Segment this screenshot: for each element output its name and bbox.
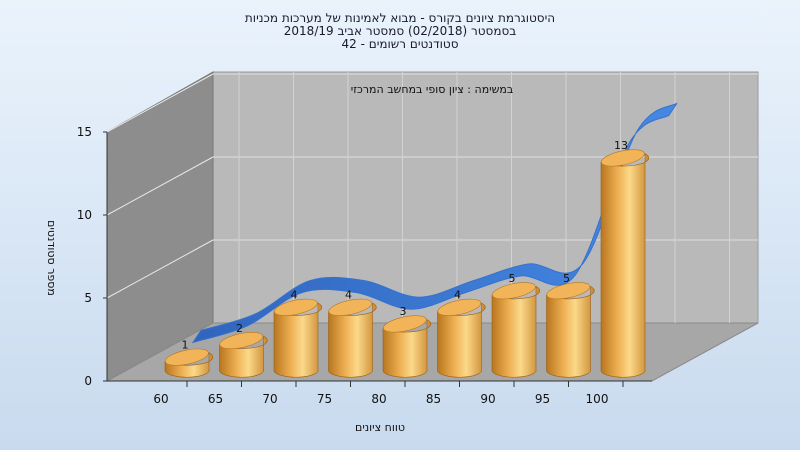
- bar-cylinder: [546, 285, 595, 378]
- bar-top: [273, 298, 318, 316]
- y-tick-label: 10: [77, 208, 92, 222]
- y-gridline-side: [106, 156, 214, 216]
- bar-group: [164, 348, 214, 378]
- data-label: 5: [563, 272, 570, 285]
- bar-group: [273, 298, 323, 378]
- bar-top: [328, 298, 373, 316]
- bar-cylinder: [273, 302, 323, 378]
- bar-cylinder: [491, 285, 541, 378]
- data-label: 4: [454, 289, 461, 302]
- bar-group: [546, 282, 595, 378]
- x-tick-label: 70: [262, 392, 277, 406]
- plot-annotation: במשימה : ציון סופי במחשב המרכזי: [351, 83, 514, 96]
- bar-cylinder: [328, 302, 377, 378]
- x-tick-label: 80: [371, 392, 386, 406]
- x-tick-label: 75: [317, 392, 332, 406]
- data-label: 2: [236, 322, 243, 335]
- data-label: 1: [182, 338, 189, 351]
- bar-top: [437, 298, 482, 316]
- bar-cylinder: [437, 302, 486, 378]
- data-label: 5: [509, 272, 516, 285]
- y-gridline-side: [106, 73, 214, 133]
- chart-title-line-3: סטודנטים רשומים - 42: [341, 37, 458, 51]
- bar-top: [600, 149, 645, 167]
- x-tick-label: 100: [586, 392, 609, 406]
- bar-group: [328, 298, 377, 378]
- bar-group: [600, 149, 650, 378]
- bar-group: [491, 282, 541, 378]
- x-tick-label: 60: [153, 392, 168, 406]
- trend-curve: [191, 102, 678, 344]
- gridlines: [103, 72, 758, 387]
- chart-title-line-2: בסמסטר (02/2018) סמסטר אביב 2018/19: [284, 24, 516, 38]
- data-label: 13: [614, 139, 628, 152]
- data-label: 4: [291, 289, 298, 302]
- bar-cylinder: [164, 352, 214, 378]
- bars-layer: [164, 149, 650, 378]
- data-label: 3: [400, 305, 407, 318]
- x-tick-label: 85: [426, 392, 441, 406]
- y-tick-label: 15: [77, 125, 92, 139]
- bar-cylinder: [219, 335, 268, 378]
- bar-top: [491, 282, 536, 300]
- bar-top: [382, 315, 427, 333]
- y-gridline-side: [106, 239, 214, 299]
- x-tick-label: 95: [535, 392, 550, 406]
- chart-title-line-1: היסטוגרמת ציונים בקורס - מבוא לאמינות של…: [245, 11, 555, 25]
- bar-group: [219, 331, 268, 378]
- trend-curve-layer: [191, 102, 678, 344]
- bar-cylinder: [600, 153, 650, 378]
- bar-top: [546, 282, 591, 300]
- x-tick-label: 65: [208, 392, 223, 406]
- bar-cylinder: [382, 319, 432, 378]
- x-axis-title: טווח ציונים: [355, 421, 405, 434]
- y-tick-label: 0: [84, 374, 92, 388]
- bar-top: [164, 348, 209, 366]
- y-axis-title: מספר סטודנטים: [45, 220, 58, 296]
- bar-group: [382, 315, 432, 378]
- data-label: 4: [345, 289, 352, 302]
- x-tick-label: 90: [480, 392, 495, 406]
- bar-group: [437, 298, 486, 378]
- bar-top: [219, 331, 264, 350]
- y-tick-label: 5: [84, 291, 92, 305]
- labels-layer: 0 5 10 15 60 65 70 75 80 85 90 95 100 1 2 4 4 3 4 5 5 13: [77, 125, 628, 406]
